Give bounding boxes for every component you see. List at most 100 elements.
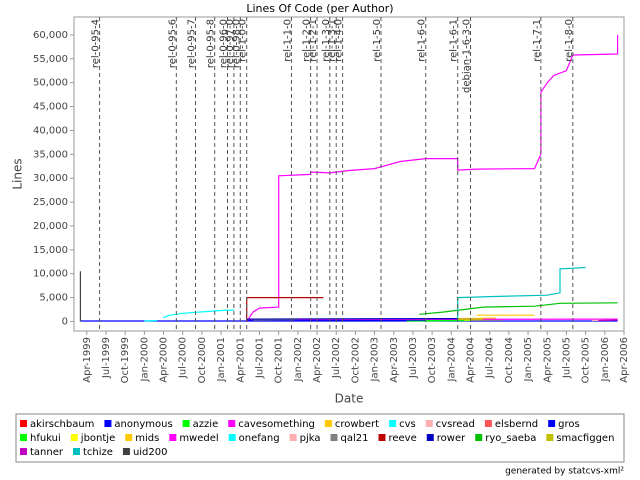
- legend-label: reeve: [388, 433, 416, 444]
- legend-label: smacfiggen: [556, 433, 614, 444]
- legend-swatch: [228, 434, 236, 441]
- release-label: rel-1-5-0: [372, 19, 383, 62]
- legend-label: gros: [558, 419, 580, 430]
- legend-swatch: [228, 420, 236, 427]
- x-tick-label: Oct-2003: [427, 337, 438, 383]
- release-label: rel-1-8-0: [564, 19, 575, 62]
- legend-swatch: [73, 448, 80, 455]
- release-label: rel-0-95-4: [91, 19, 102, 68]
- x-tick-label: Apr-1999: [82, 337, 93, 383]
- x-tick-label: Jan-2006: [600, 337, 611, 382]
- x-tick-label: Jul-2005: [561, 337, 572, 379]
- y-tick-label: 20,000: [33, 221, 68, 232]
- y-tick-label: 50,000: [33, 78, 68, 89]
- x-tick-label: Jul-2004: [485, 337, 496, 379]
- series-line: [163, 309, 234, 319]
- y-tick-label: 60,000: [33, 30, 68, 41]
- release-label: rel-1-6-1: [449, 19, 460, 62]
- y-axis-title: Lines: [11, 158, 25, 189]
- legend-box: [15, 413, 625, 463]
- legend-swatch: [425, 420, 433, 427]
- plot-area: [73, 16, 625, 332]
- series-line: [246, 34, 619, 322]
- release-label: rel-0-97-0: [225, 19, 236, 68]
- x-tick-label: Jul-2002: [331, 337, 342, 379]
- legend-label: azzie: [193, 419, 219, 430]
- x-tick-label: Oct-2005: [581, 337, 592, 383]
- release-label: rel-1-1-0: [282, 19, 293, 62]
- y-tick-label: 35,000: [33, 149, 68, 160]
- release-label: rel-0-95-7: [187, 19, 198, 68]
- legend-label: mids: [135, 433, 159, 444]
- release-label: rel-1-2-1: [308, 19, 319, 62]
- y-tick-label: 55,000: [33, 54, 68, 65]
- series-line: [419, 302, 618, 315]
- series-line: [457, 317, 497, 320]
- legend-label: uid200: [133, 447, 168, 458]
- release-label: debian-1-6-3-0: [462, 19, 473, 93]
- legend-swatch: [548, 420, 556, 427]
- legend-label: akirschbaum: [30, 419, 94, 430]
- legend-swatch: [169, 434, 177, 441]
- release-label: rel-0-96-0: [218, 19, 229, 68]
- x-tick-label: Jan-2000: [139, 337, 150, 382]
- series-line: [246, 318, 458, 320]
- x-tick-label: Jul-2000: [178, 337, 189, 379]
- y-tick-label: 15,000: [33, 245, 68, 256]
- chart-title: Lines Of Code (per Author): [246, 2, 393, 15]
- legend-label: cvs: [399, 419, 416, 430]
- x-tick-label: Apr-2003: [389, 337, 400, 383]
- x-tick-label: Oct-2002: [350, 337, 361, 383]
- y-tick-label: 5,000: [39, 293, 68, 304]
- x-axis-title: Date: [335, 392, 364, 406]
- x-tick-label: Jul-1999: [101, 337, 112, 379]
- y-tick-label: 10,000: [33, 269, 68, 280]
- legend-label: rower: [437, 433, 466, 444]
- y-tick-label: 45,000: [33, 102, 68, 113]
- series-line: [598, 319, 618, 322]
- x-tick-label: Apr-2005: [542, 337, 553, 383]
- legend-swatch: [546, 434, 554, 441]
- x-tick-label: Oct-2004: [504, 337, 515, 383]
- x-tick-label: Apr-2000: [159, 337, 170, 383]
- legend-swatch: [125, 434, 133, 441]
- x-tick-label: Apr-2006: [619, 337, 630, 383]
- release-label: rel-0-98-0: [231, 19, 242, 68]
- y-tick-label: 25,000: [33, 197, 68, 208]
- legend-label: anonymous: [114, 419, 172, 430]
- x-tick-label: Oct-2001: [274, 337, 285, 383]
- x-tick-label: Apr-2001: [235, 337, 246, 383]
- legend-label: tanner: [30, 447, 64, 458]
- legend-label: crowbert: [335, 419, 379, 430]
- y-tick-label: 0: [62, 316, 68, 327]
- legend-swatch: [426, 434, 434, 441]
- legend-swatch: [484, 420, 492, 427]
- series-line: [246, 319, 458, 322]
- series-line: [144, 319, 158, 322]
- legend-label: tchize: [83, 447, 113, 458]
- legend-label: onefang: [239, 433, 280, 444]
- legend-label: mwedel: [179, 433, 218, 444]
- legend-swatch: [20, 420, 27, 427]
- release-label: rel-1-4-0: [334, 19, 345, 62]
- legend-label: jbontje: [80, 433, 115, 444]
- x-tick-label: Apr-2004: [466, 337, 477, 383]
- legend-swatch: [182, 420, 190, 427]
- release-label: rel-1-2-0: [302, 19, 313, 62]
- x-tick-label: Jan-2002: [293, 337, 304, 382]
- x-tick-label: Jan-2004: [446, 337, 457, 382]
- y-tick-label: 40,000: [33, 125, 68, 136]
- legend-label: pjka: [300, 433, 321, 444]
- credit: generated by statcvs-xml²: [505, 467, 624, 477]
- x-tick-label: Apr-2002: [312, 337, 323, 383]
- legend-swatch: [70, 434, 78, 441]
- legend-label: qal21: [341, 433, 369, 444]
- release-label: rel-1-0-0: [238, 19, 249, 62]
- release-label: rel-1-7-1: [532, 19, 543, 62]
- legend-label: cavesomething: [238, 419, 315, 430]
- x-tick-label: Oct-1999: [120, 337, 131, 383]
- legend-swatch: [289, 434, 297, 441]
- x-tick-label: Jul-2001: [254, 337, 265, 379]
- x-tick-label: Jan-2005: [523, 337, 534, 382]
